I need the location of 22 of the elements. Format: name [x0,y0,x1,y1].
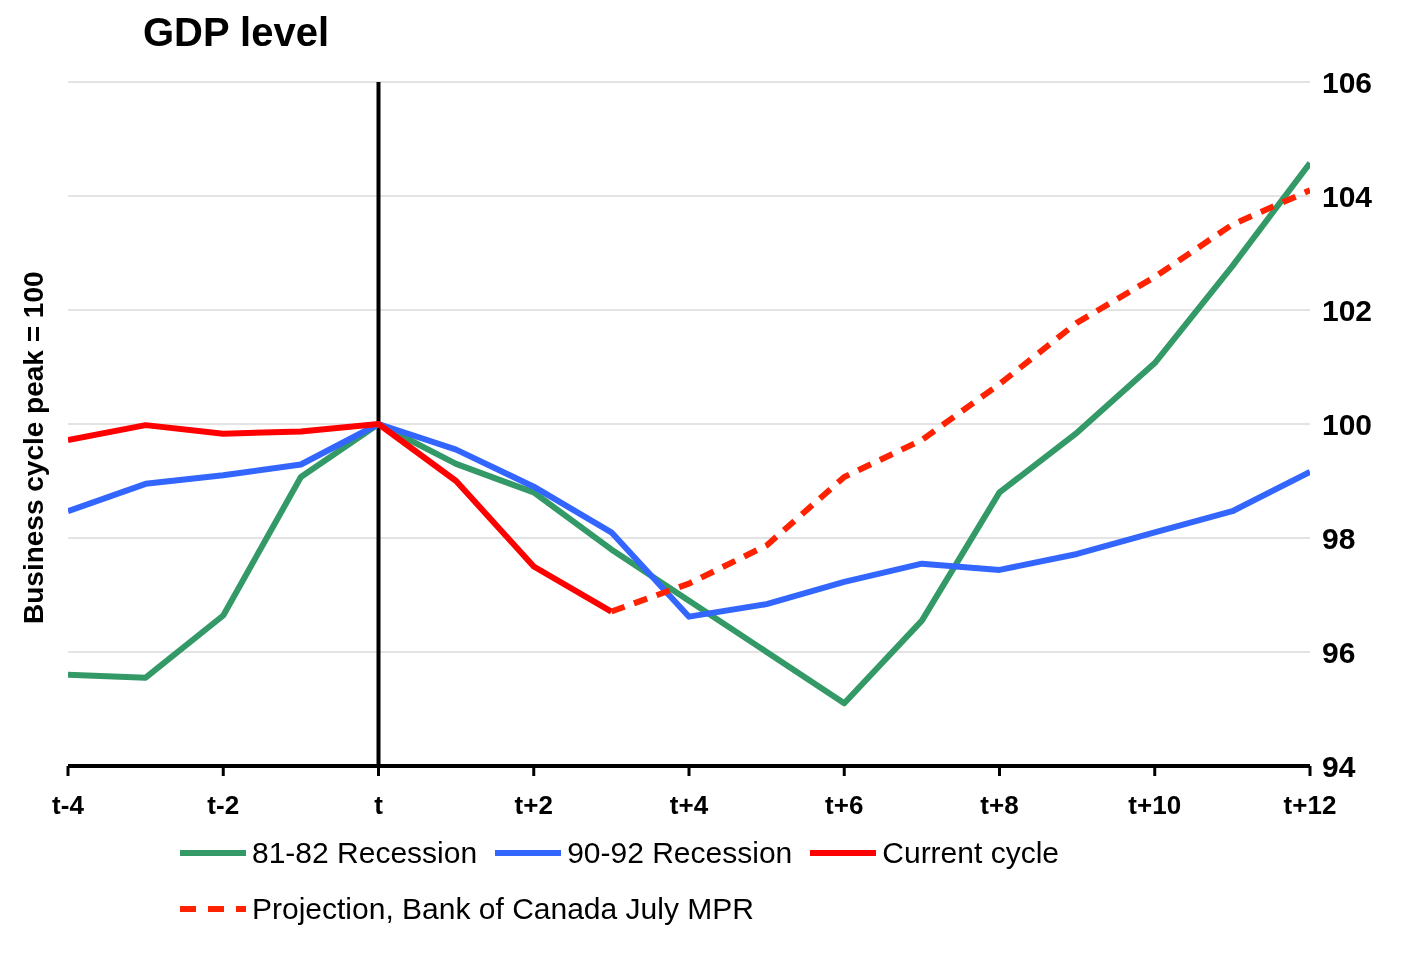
y-tick-label: 98 [1322,521,1356,555]
x-tick-label: t+2 [514,790,553,820]
x-tick-label: t [374,790,384,820]
legend-label: Projection, Bank of Canada July MPR [252,892,754,926]
y-tick-label: 100 [1322,407,1373,441]
x-tick-label: t-4 [52,790,85,820]
y-tick-label: 104 [1322,179,1373,213]
legend-label: Current cycle [882,836,1059,870]
x-tick-label: t+8 [980,790,1019,820]
y-axis-title: Business cycle peak = 100 [17,271,49,624]
y-tick-label: 96 [1322,635,1356,669]
y-tick-label: 102 [1322,293,1373,327]
y-tick-label: 106 [1322,65,1373,99]
y-tick-label: 94 [1322,749,1356,783]
x-tick-label: t-2 [207,790,240,820]
x-tick-label: t+10 [1128,790,1182,820]
legend-label: 90-92 Recession [567,836,793,870]
legend-label: 81-82 Recession [252,836,478,870]
chart-title: GDP level [143,10,330,55]
x-tick-label: t+6 [825,790,864,820]
x-tick-label: t+12 [1283,790,1337,820]
x-tick-label: t+4 [669,790,709,820]
